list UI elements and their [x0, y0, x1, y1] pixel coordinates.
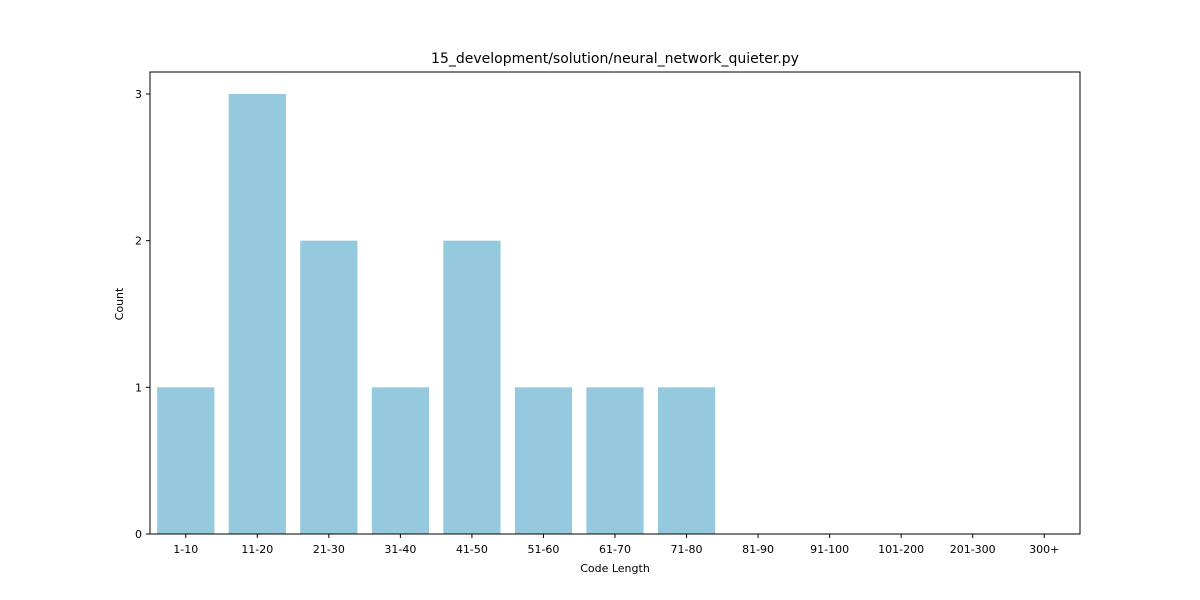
x-tick-label: 21-30	[313, 543, 345, 556]
bar-11-20	[228, 94, 286, 534]
x-tick-label: 300+	[1029, 543, 1059, 556]
bar-21-30	[300, 240, 358, 534]
plot-area-frame	[149, 71, 1081, 535]
y-tick-label: 1	[135, 381, 142, 394]
x-axis-label: Code Length	[580, 562, 650, 575]
x-tick-label: 91-100	[810, 543, 849, 556]
y-axis-ticks: 0 1 2 3	[135, 88, 150, 541]
bar-61-70	[586, 387, 644, 534]
chart-title: 15_development/solution/neural_network_q…	[431, 51, 799, 67]
x-tick-label: 1-10	[173, 543, 198, 556]
bar-31-40	[371, 387, 429, 534]
x-tick-label: 31-40	[384, 543, 416, 556]
bar-41-50	[443, 240, 501, 534]
y-tick-label: 3	[135, 88, 142, 101]
x-tick-label: 101-200	[878, 543, 924, 556]
bar-71-80	[657, 387, 716, 534]
x-tick-label: 51-60	[527, 543, 559, 556]
y-axis-label: Count	[113, 287, 126, 320]
bars-group	[157, 94, 716, 534]
bar-51-60	[514, 387, 573, 534]
x-tick-label: 41-50	[456, 543, 488, 556]
x-tick-label: 61-70	[599, 543, 631, 556]
y-tick-label: 0	[135, 528, 142, 541]
bar-1-10	[157, 387, 215, 534]
x-tick-label: 11-20	[241, 543, 273, 556]
x-tick-label: 81-90	[742, 543, 774, 556]
x-tick-label: 71-80	[671, 543, 703, 556]
y-tick-label: 2	[135, 235, 142, 248]
x-axis-ticks: 1-10 11-20 21-30 31-40 41-50 51-60 61-70 71-80 8…	[173, 534, 1059, 556]
x-tick-label: 201-300	[950, 543, 996, 556]
